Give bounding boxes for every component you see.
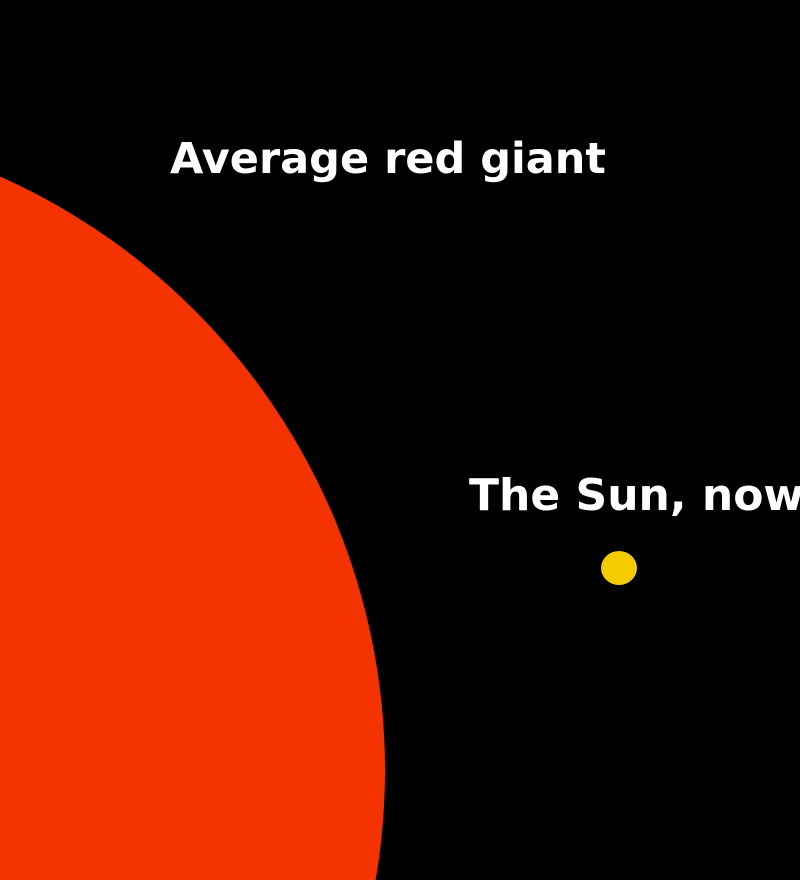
sun-label: The Sun, now <box>469 470 800 521</box>
red-giant-circle <box>0 176 385 880</box>
red-giant-label: Average red giant <box>170 134 606 184</box>
sun-circle <box>601 551 637 585</box>
